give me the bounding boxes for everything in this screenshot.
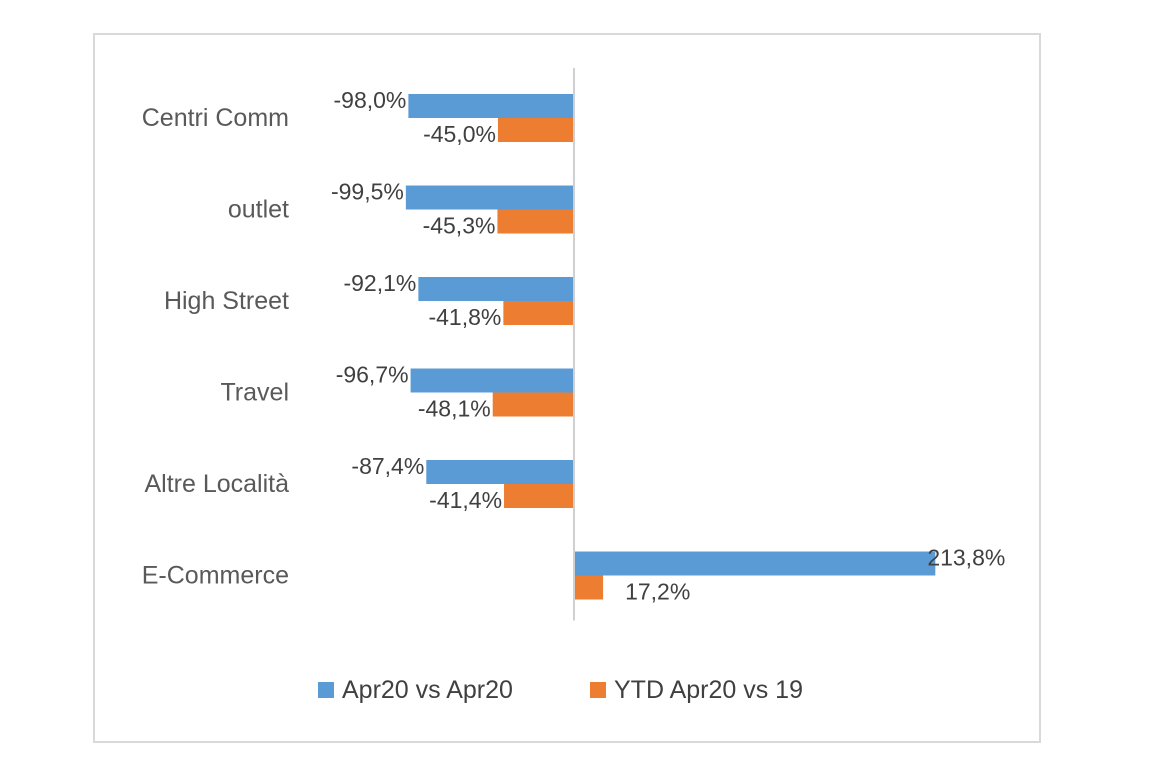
legend-swatch-ytd-apr20-vs-19: [590, 682, 606, 698]
category-label-outlet: outlet: [228, 196, 289, 224]
bar-apr20-vs-apr20-outlet: [405, 185, 574, 210]
bar-ytd-apr20-vs-19-centri-comm: [497, 118, 574, 142]
bar-apr20-vs-apr20-travel: [410, 368, 574, 393]
data-labels: -98,0% -45,0% -99,5% -45,3% -92,1% -41,8% -96,…: [331, 87, 1005, 605]
data-label-apr20-vs-apr20-outlet: -99,5%: [331, 179, 404, 205]
bar-ytd-apr20-vs-19-e-commerce: [574, 575, 604, 600]
bars-group: [405, 94, 936, 600]
data-label-apr20-vs-apr20-centri-comm: -98,0%: [334, 87, 407, 113]
category-label-high-street: High Street: [164, 287, 289, 315]
bar-apr20-vs-apr20-e-commerce: [574, 551, 936, 576]
data-label-apr20-vs-apr20-high-street: -92,1%: [343, 270, 416, 296]
category-label-e-commerce: E-Commerce: [142, 562, 289, 590]
bar-apr20-vs-apr20-centri-comm: [408, 94, 574, 118]
data-label-apr20-vs-apr20-altre-localita: -87,4%: [351, 453, 424, 479]
bar-ytd-apr20-vs-19-outlet: [497, 209, 574, 234]
data-label-ytd-apr20-vs-19-centri-comm: -45,0%: [423, 121, 496, 147]
data-label-ytd-apr20-vs-19-travel: -48,1%: [418, 396, 491, 422]
data-label-apr20-vs-apr20-travel: -96,7%: [336, 362, 409, 388]
data-label-ytd-apr20-vs-19-e-commerce: 17,2%: [625, 579, 690, 605]
bar-ytd-apr20-vs-19-travel: [492, 392, 574, 417]
legend-label-apr20-vs-apr20: Apr20 vs Apr20: [342, 676, 513, 704]
bar-ytd-apr20-vs-19-high-street: [503, 301, 574, 325]
data-label-ytd-apr20-vs-19-altre-localita: -41,4%: [429, 487, 502, 513]
bar-apr20-vs-apr20-altre-localita: [426, 460, 574, 484]
data-label-ytd-apr20-vs-19-high-street: -41,8%: [428, 304, 501, 330]
category-label-travel: Travel: [220, 379, 289, 407]
data-label-ytd-apr20-vs-19-outlet: -45,3%: [423, 213, 496, 239]
category-label-altre-localita: Altre Località: [144, 470, 289, 498]
legend-swatch-apr20-vs-apr20: [318, 682, 334, 698]
data-label-apr20-vs-apr20-e-commerce: 213,8%: [927, 545, 1005, 571]
category-labels: Centri Comm outlet High Street Travel Altre …: [142, 104, 289, 590]
category-label-centri-comm: Centri Comm: [142, 104, 289, 132]
bar-apr20-vs-apr20-high-street: [418, 277, 574, 301]
legend: Apr20 vs Apr20 YTD Apr20 vs 19: [318, 676, 803, 704]
legend-label-ytd-apr20-vs-19: YTD Apr20 vs 19: [614, 676, 803, 704]
bar-ytd-apr20-vs-19-altre-localita: [504, 484, 574, 508]
